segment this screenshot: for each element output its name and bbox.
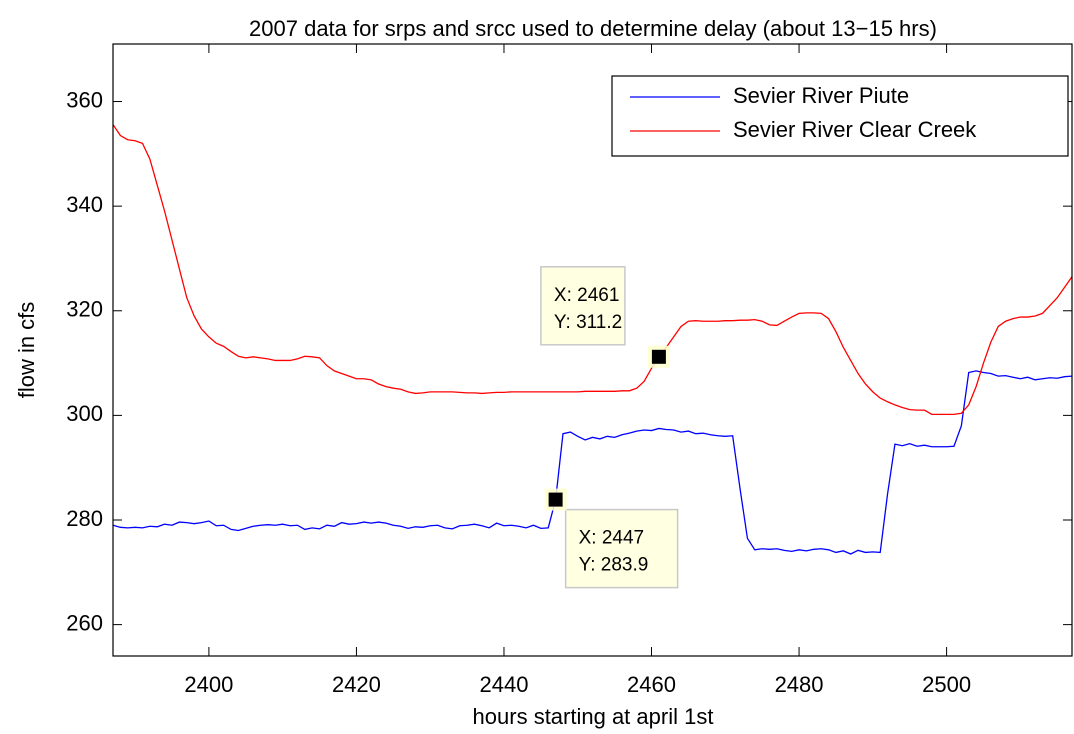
y-tick-label: 360 [66, 87, 103, 112]
data-tip-marker [651, 349, 666, 364]
legend-box [611, 75, 1069, 157]
series-line [113, 370, 1072, 555]
data-tip-y: Y: 311.2 [554, 312, 622, 333]
data-tip-box [540, 266, 626, 346]
y-axis-label: flow in cfs [14, 302, 39, 399]
x-axis-label: hours starting at april 1st [473, 704, 714, 729]
x-tick-label: 2500 [922, 672, 971, 697]
y-tick-label: 340 [66, 192, 103, 217]
data-tip-box [564, 508, 679, 589]
y-tick-label: 260 [66, 610, 103, 635]
data-tip-y: Y: 283.9 [579, 555, 649, 576]
x-tick-label: 2460 [627, 672, 676, 697]
data-tip-x: X: 2461 [554, 285, 620, 306]
legend-label: Sevier River Clear Creek [733, 117, 977, 142]
x-tick-label: 2440 [480, 672, 529, 697]
y-tick-label: 300 [66, 401, 103, 426]
series-line [113, 124, 1072, 415]
plot-frame [112, 43, 1073, 657]
x-tick-label: 2420 [332, 672, 381, 697]
x-tick-label: 2480 [775, 672, 824, 697]
chart-title: 2007 data for srps and srcc used to dete… [249, 16, 937, 41]
data-tip-marker [548, 492, 563, 507]
y-tick-label: 320 [66, 297, 103, 322]
legend-label: Sevier River Piute [733, 83, 909, 108]
x-tick-label: 2400 [184, 672, 233, 697]
y-tick-label: 280 [66, 506, 103, 531]
data-tip-x: X: 2447 [579, 528, 645, 549]
